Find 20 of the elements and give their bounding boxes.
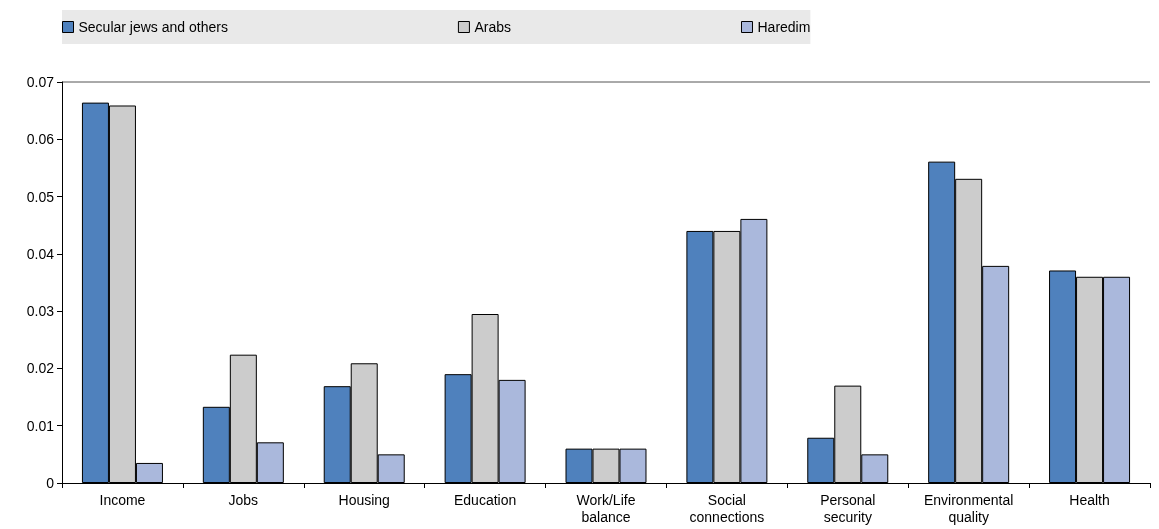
legend-label: Haredim <box>757 19 811 35</box>
x-tick-label: Environmental quality <box>923 491 1014 525</box>
x-tick-label: Work/Life balance <box>576 491 636 525</box>
y-tick-label: 0.02 <box>26 360 55 377</box>
x-tick-label: Housing <box>338 491 390 508</box>
legend-label: Arabs <box>474 19 511 35</box>
y-tick-label: 0.04 <box>26 245 55 262</box>
x-tick-label: Income <box>99 491 146 508</box>
x-tick-label: Social connections <box>689 491 765 525</box>
legend-label: Secular jews and others <box>78 19 228 35</box>
x-tick-label: Education <box>453 491 517 508</box>
y-tick-label: 0.06 <box>26 131 55 148</box>
y-tick-label: 0 <box>46 475 55 491</box>
y-tick-label: 0.05 <box>26 188 55 205</box>
x-tick-label: Health <box>1069 491 1110 508</box>
x-tick-label: Jobs <box>228 491 259 508</box>
y-tick-label: 0.01 <box>26 417 55 434</box>
y-tick-label: 0.07 <box>26 74 55 90</box>
y-tick-label: 0.03 <box>26 303 55 320</box>
x-tick-label: Personal security <box>820 491 876 525</box>
